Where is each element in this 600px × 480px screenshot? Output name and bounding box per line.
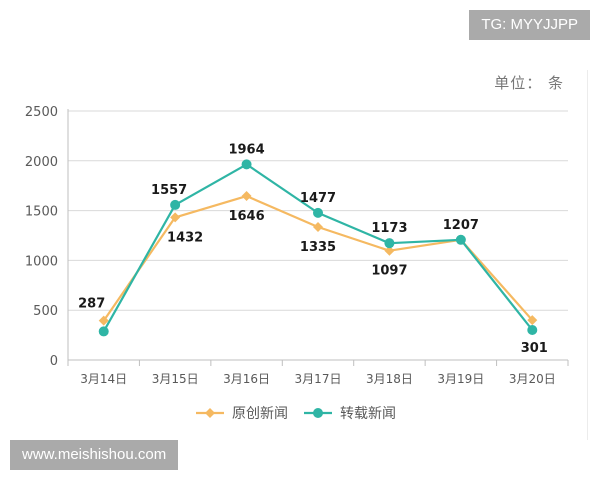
x-tick-label: 3月17日 (295, 372, 342, 386)
data-label: 1646 (228, 209, 264, 224)
data-label: 1207 (443, 218, 479, 233)
legend-marker-circle (313, 408, 323, 418)
data-point-diamond (527, 315, 538, 326)
data-point-circle (527, 325, 538, 336)
data-point-circle (384, 238, 395, 249)
legend-label: 原创新闻 (232, 406, 288, 422)
y-tick-label: 500 (33, 304, 58, 319)
data-label: 1557 (151, 183, 187, 198)
data-point-diamond (313, 222, 323, 233)
x-tick-label: 3月18日 (366, 372, 413, 386)
y-tick-label: 0 (50, 354, 58, 369)
data-label: 1335 (300, 240, 336, 255)
watermark-top: TG: MYYJJPP (469, 10, 590, 40)
data-label: 1964 (228, 142, 264, 157)
data-label: 1477 (300, 191, 336, 206)
x-tick-label: 3月20日 (509, 372, 556, 386)
data-point-circle (241, 159, 252, 170)
y-tick-label: 1000 (25, 254, 58, 269)
data-label: 1432 (167, 230, 203, 245)
y-tick-label: 2000 (25, 155, 58, 170)
unit-label: 单位： 条 (494, 74, 564, 92)
watermark-bottom: www.meishishou.com (10, 440, 179, 470)
data-point-circle (98, 326, 109, 337)
data-point-diamond (241, 191, 252, 202)
x-tick-label: 3月16日 (223, 372, 270, 386)
data-label: 301 (521, 341, 548, 356)
data-point-circle (170, 199, 181, 210)
data-label: 1173 (371, 221, 407, 236)
data-point-circle (313, 207, 323, 218)
data-point-diamond (170, 212, 181, 223)
legend-label: 转载新闻 (340, 406, 396, 422)
data-point-diamond (98, 315, 109, 326)
data-point-circle (455, 234, 466, 245)
frame-divider (587, 70, 588, 440)
x-tick-label: 3月19日 (437, 372, 484, 386)
data-label: 1097 (371, 264, 407, 279)
y-tick-label: 2500 (25, 105, 58, 120)
x-tick-label: 3月14日 (80, 372, 127, 386)
legend-marker-diamond (205, 408, 215, 418)
y-tick-label: 1500 (25, 205, 58, 220)
data-point-diamond (384, 245, 395, 256)
x-tick-label: 3月15日 (152, 372, 199, 386)
data-label: 287 (78, 296, 105, 311)
